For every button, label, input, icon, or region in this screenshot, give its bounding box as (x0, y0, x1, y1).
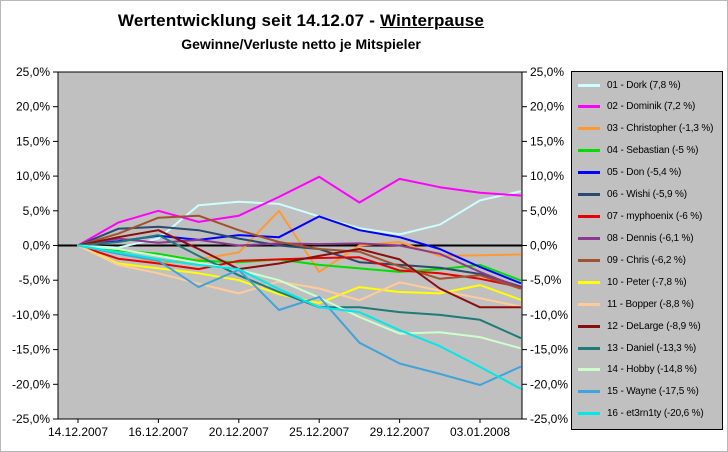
legend-swatch-chris (578, 258, 600, 262)
legend-label: 06 - Wishi (-5,9 %) (607, 189, 687, 201)
legend-item-daniel: 13 - Daniel (-13,3 %) (572, 342, 722, 354)
legend-swatch-don (578, 171, 600, 175)
legend-label: 07 - myphoenix (-6 %) (607, 211, 703, 223)
legend-item-don: 05 - Don (-5,4 %) (572, 167, 722, 179)
legend-swatch-daniel (578, 346, 600, 350)
legend-item-sebastian: 04 - Sebastian (-5 %) (572, 145, 722, 157)
y-axis-label-right: -10,0% (530, 308, 568, 322)
legend-swatch-bopper (578, 302, 600, 306)
y-axis-label-left: -20,0% (12, 377, 50, 391)
legend-label: 09 - Chris (-6,2 %) (607, 254, 686, 266)
series-line-dominik (77, 175, 522, 247)
y-axis-label-left: 0,0% (23, 239, 51, 253)
y-axis-label-left: -10,0% (12, 308, 50, 322)
y-axis-label-left: 5,0% (23, 204, 51, 218)
legend-swatch-sebastian (578, 149, 600, 153)
y-axis-label-left: -15,0% (12, 343, 50, 357)
legend-swatch-wishi (578, 193, 600, 197)
legend-swatch-hobby (578, 368, 600, 372)
series-line-dork (77, 190, 522, 249)
y-axis-label-left: 15,0% (16, 134, 50, 148)
legend-item-dork: 01 - Dork (7,8 %) (572, 79, 722, 91)
legend-swatch-christopher (578, 127, 600, 131)
series-line-chris (77, 214, 522, 290)
series-line-delarge (77, 229, 522, 309)
legend-item-et3rn1ty: 16 - et3rn1ty (-20,6 %) (572, 408, 722, 420)
series-line-et3rn1ty (77, 244, 522, 390)
y-axis-label-right: -5,0% (530, 273, 562, 287)
y-axis-label-left: 20,0% (16, 100, 50, 114)
legend-item-dennis: 08 - Dennis (-6,1 %) (572, 232, 722, 244)
x-axis-label: 25.12.2007 (289, 425, 349, 439)
y-axis-label-right: -20,0% (530, 377, 568, 391)
legend-swatch-dennis (578, 236, 600, 240)
legend-item-wishi: 06 - Wishi (-5,9 %) (572, 189, 722, 201)
legend-swatch-et3rn1ty (578, 412, 600, 416)
legend-label: 05 - Don (-5,4 %) (607, 167, 682, 179)
series-line-wishi (77, 225, 522, 288)
legend-item-bopper: 11 - Bopper (-8,8 %) (572, 298, 722, 310)
series-line-wayne (77, 244, 522, 386)
legend: 01 - Dork (7,8 %) 02 - Dominik (7,2 %) 03 … (571, 71, 723, 430)
x-axis-label: 16.12.2007 (128, 425, 188, 439)
legend-label: 11 - Bopper (-8,8 %) (607, 298, 694, 310)
legend-item-chris: 09 - Chris (-6,2 %) (572, 254, 722, 266)
legend-label: 03 - Christopher (-1,3 %) (607, 123, 714, 135)
chart-subtitle: Gewinne/Verluste netto je Mitspieler (181, 36, 421, 52)
y-axis-label-right: -25,0% (530, 412, 568, 426)
legend-swatch-delarge (578, 324, 600, 328)
legend-item-dominik: 02 - Dominik (7,2 %) (572, 101, 722, 113)
y-axis-label-right: 10,0% (530, 169, 564, 183)
legend-item-christopher: 03 - Christopher (-1,3 %) (572, 123, 722, 135)
legend-item-peter: 10 - Peter (-7,8 %) (572, 276, 722, 288)
y-axis-label-right: 20,0% (530, 100, 564, 114)
legend-swatch-dominik (578, 105, 600, 109)
legend-label: 16 - et3rn1ty (-20,6 %) (607, 408, 704, 420)
y-axis-label-left: -25,0% (12, 412, 50, 426)
legend-label: 10 - Peter (-7,8 %) (607, 276, 687, 288)
y-axis-label-left: -5,0% (19, 273, 51, 287)
legend-label: 01 - Dork (7,8 %) (607, 79, 681, 91)
x-axis-label: 03.01.2008 (450, 425, 510, 439)
legend-item-myphoenix: 07 - myphoenix (-6 %) (572, 211, 722, 223)
x-axis-label: 20.12.2007 (209, 425, 269, 439)
x-axis-label: 29.12.2007 (370, 425, 430, 439)
legend-label: 04 - Sebastian (-5 %) (607, 145, 699, 157)
y-axis-label-right: 5,0% (530, 204, 558, 218)
x-axis-label: 14.12.2007 (48, 425, 108, 439)
legend-swatch-dork (578, 83, 600, 87)
legend-label: 02 - Dominik (7,2 %) (607, 101, 696, 113)
legend-label: 15 - Wayne (-17,5 %) (607, 386, 699, 398)
legend-label: 12 - DeLarge (-8,9 %) (607, 320, 701, 332)
legend-label: 14 - Hobby (-14,8 %) (607, 364, 697, 376)
legend-item-delarge: 12 - DeLarge (-8,9 %) (572, 320, 722, 332)
y-axis-label-right: 25,0% (530, 65, 564, 79)
chart-title-text: Wertentwicklung seit 14.12.07 - (117, 11, 381, 30)
y-axis-label-right: 15,0% (530, 134, 564, 148)
chart-title-underlined: Winterpause (380, 11, 485, 30)
legend-item-hobby: 14 - Hobby (-14,8 %) (572, 364, 722, 376)
legend-swatch-peter (578, 280, 600, 284)
y-axis-label-right: -15,0% (530, 343, 568, 357)
series-line-dennis (77, 237, 522, 289)
legend-item-wayne: 15 - Wayne (-17,5 %) (572, 386, 722, 398)
legend-label: 08 - Dennis (-6,1 %) (607, 232, 694, 244)
chart-title: Wertentwicklung seit 14.12.07 - Winterpa… (1, 11, 601, 31)
legend-label: 13 - Daniel (-13,3 %) (607, 342, 697, 354)
y-axis-label-left: 10,0% (16, 169, 50, 183)
legend-swatch-myphoenix (578, 215, 600, 219)
legend-swatch-wayne (578, 390, 600, 394)
y-axis-label-right: 0,0% (530, 239, 558, 253)
y-axis-label-left: 25,0% (16, 65, 50, 79)
series-line-hobby (77, 244, 522, 350)
series-line-daniel (77, 234, 522, 339)
